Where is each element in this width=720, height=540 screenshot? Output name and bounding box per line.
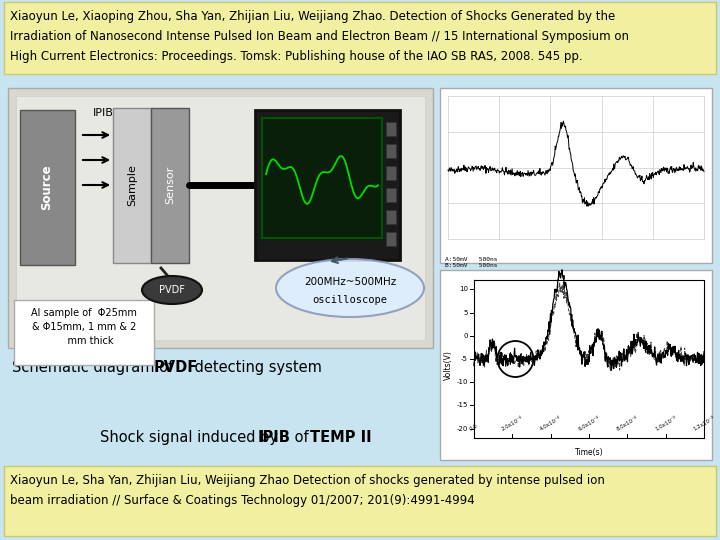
Text: 1.0x10⁻³: 1.0x10⁻³ bbox=[654, 416, 678, 432]
Polygon shape bbox=[20, 110, 75, 265]
Ellipse shape bbox=[142, 276, 202, 304]
Text: Sensor: Sensor bbox=[165, 166, 175, 204]
Polygon shape bbox=[14, 300, 154, 365]
Text: 6.0x10⁻⁴: 6.0x10⁻⁴ bbox=[577, 416, 600, 432]
Text: TEMP II: TEMP II bbox=[310, 430, 372, 445]
Text: 10: 10 bbox=[459, 286, 468, 292]
Text: Xiaoyun Le, Xiaoping Zhou, Sha Yan, Zhijian Liu, Weijiang Zhao. Detection of Sho: Xiaoyun Le, Xiaoping Zhou, Sha Yan, Zhij… bbox=[10, 10, 616, 23]
Text: 2.0x10⁻⁴: 2.0x10⁻⁴ bbox=[500, 416, 524, 432]
Text: PVDF: PVDF bbox=[159, 285, 185, 295]
Polygon shape bbox=[255, 110, 400, 260]
Polygon shape bbox=[262, 118, 382, 238]
Polygon shape bbox=[386, 210, 396, 224]
Polygon shape bbox=[4, 2, 716, 74]
Text: 0.0: 0.0 bbox=[469, 423, 479, 432]
Text: 200MHz~500MHz: 200MHz~500MHz bbox=[304, 277, 396, 287]
Text: 8.0x10⁻⁴: 8.0x10⁻⁴ bbox=[616, 416, 639, 432]
Text: 1.2x10⁻³: 1.2x10⁻³ bbox=[693, 416, 716, 432]
Ellipse shape bbox=[276, 259, 424, 317]
Text: 4.0x10⁻⁴: 4.0x10⁻⁴ bbox=[539, 416, 562, 432]
Text: Volts(V): Volts(V) bbox=[444, 350, 452, 380]
Text: Xiaoyun Le, Sha Yan, Zhijian Liu, Weijiang Zhao Detection of shocks generated by: Xiaoyun Le, Sha Yan, Zhijian Liu, Weijia… bbox=[10, 474, 605, 487]
Text: IPIB: IPIB bbox=[93, 108, 114, 118]
Text: of: of bbox=[290, 430, 313, 445]
Text: Al sample of  Φ25mm
& Φ15mm, 1 mm & 2
    mm thick: Al sample of Φ25mm & Φ15mm, 1 mm & 2 mm … bbox=[31, 308, 137, 346]
Text: beam irradiation // Surface & Coatings Technology 01/2007; 201(9):4991-4994: beam irradiation // Surface & Coatings T… bbox=[10, 494, 474, 507]
Text: Irradiation of Nanosecond Intense Pulsed Ion Beam and Electron Beam // 15 Intern: Irradiation of Nanosecond Intense Pulsed… bbox=[10, 30, 629, 43]
Text: oscilloscope: oscilloscope bbox=[312, 295, 387, 305]
Text: Time(s): Time(s) bbox=[575, 448, 603, 456]
Text: High Current Electronics: Proceedings. Tomsk: Publishing house of the IAO SB RAS: High Current Electronics: Proceedings. T… bbox=[10, 50, 582, 63]
Text: A:50mV   500ns
B:50mV   500ns: A:50mV 500ns B:50mV 500ns bbox=[445, 257, 498, 268]
Polygon shape bbox=[4, 466, 716, 536]
Text: PVDF: PVDF bbox=[154, 360, 198, 375]
Polygon shape bbox=[151, 108, 189, 263]
Text: -20: -20 bbox=[456, 426, 468, 431]
Text: Source: Source bbox=[40, 164, 53, 210]
Polygon shape bbox=[386, 144, 396, 158]
Text: detecting system: detecting system bbox=[190, 360, 322, 375]
Text: Shock signal induced by: Shock signal induced by bbox=[100, 430, 283, 445]
Text: Sample: Sample bbox=[127, 164, 137, 206]
Text: 5: 5 bbox=[464, 309, 468, 315]
Text: -5: -5 bbox=[461, 356, 468, 362]
Polygon shape bbox=[386, 122, 396, 136]
Polygon shape bbox=[16, 96, 425, 340]
Polygon shape bbox=[440, 270, 712, 460]
Text: -10: -10 bbox=[456, 379, 468, 385]
Text: IPIB: IPIB bbox=[258, 430, 291, 445]
Polygon shape bbox=[386, 166, 396, 180]
Text: -15: -15 bbox=[456, 402, 468, 408]
Text: 0: 0 bbox=[464, 333, 468, 339]
Polygon shape bbox=[113, 108, 151, 263]
Polygon shape bbox=[440, 88, 712, 263]
Text: Schematic diagram of: Schematic diagram of bbox=[12, 360, 178, 375]
Polygon shape bbox=[386, 188, 396, 202]
Polygon shape bbox=[386, 232, 396, 246]
Polygon shape bbox=[8, 88, 433, 348]
